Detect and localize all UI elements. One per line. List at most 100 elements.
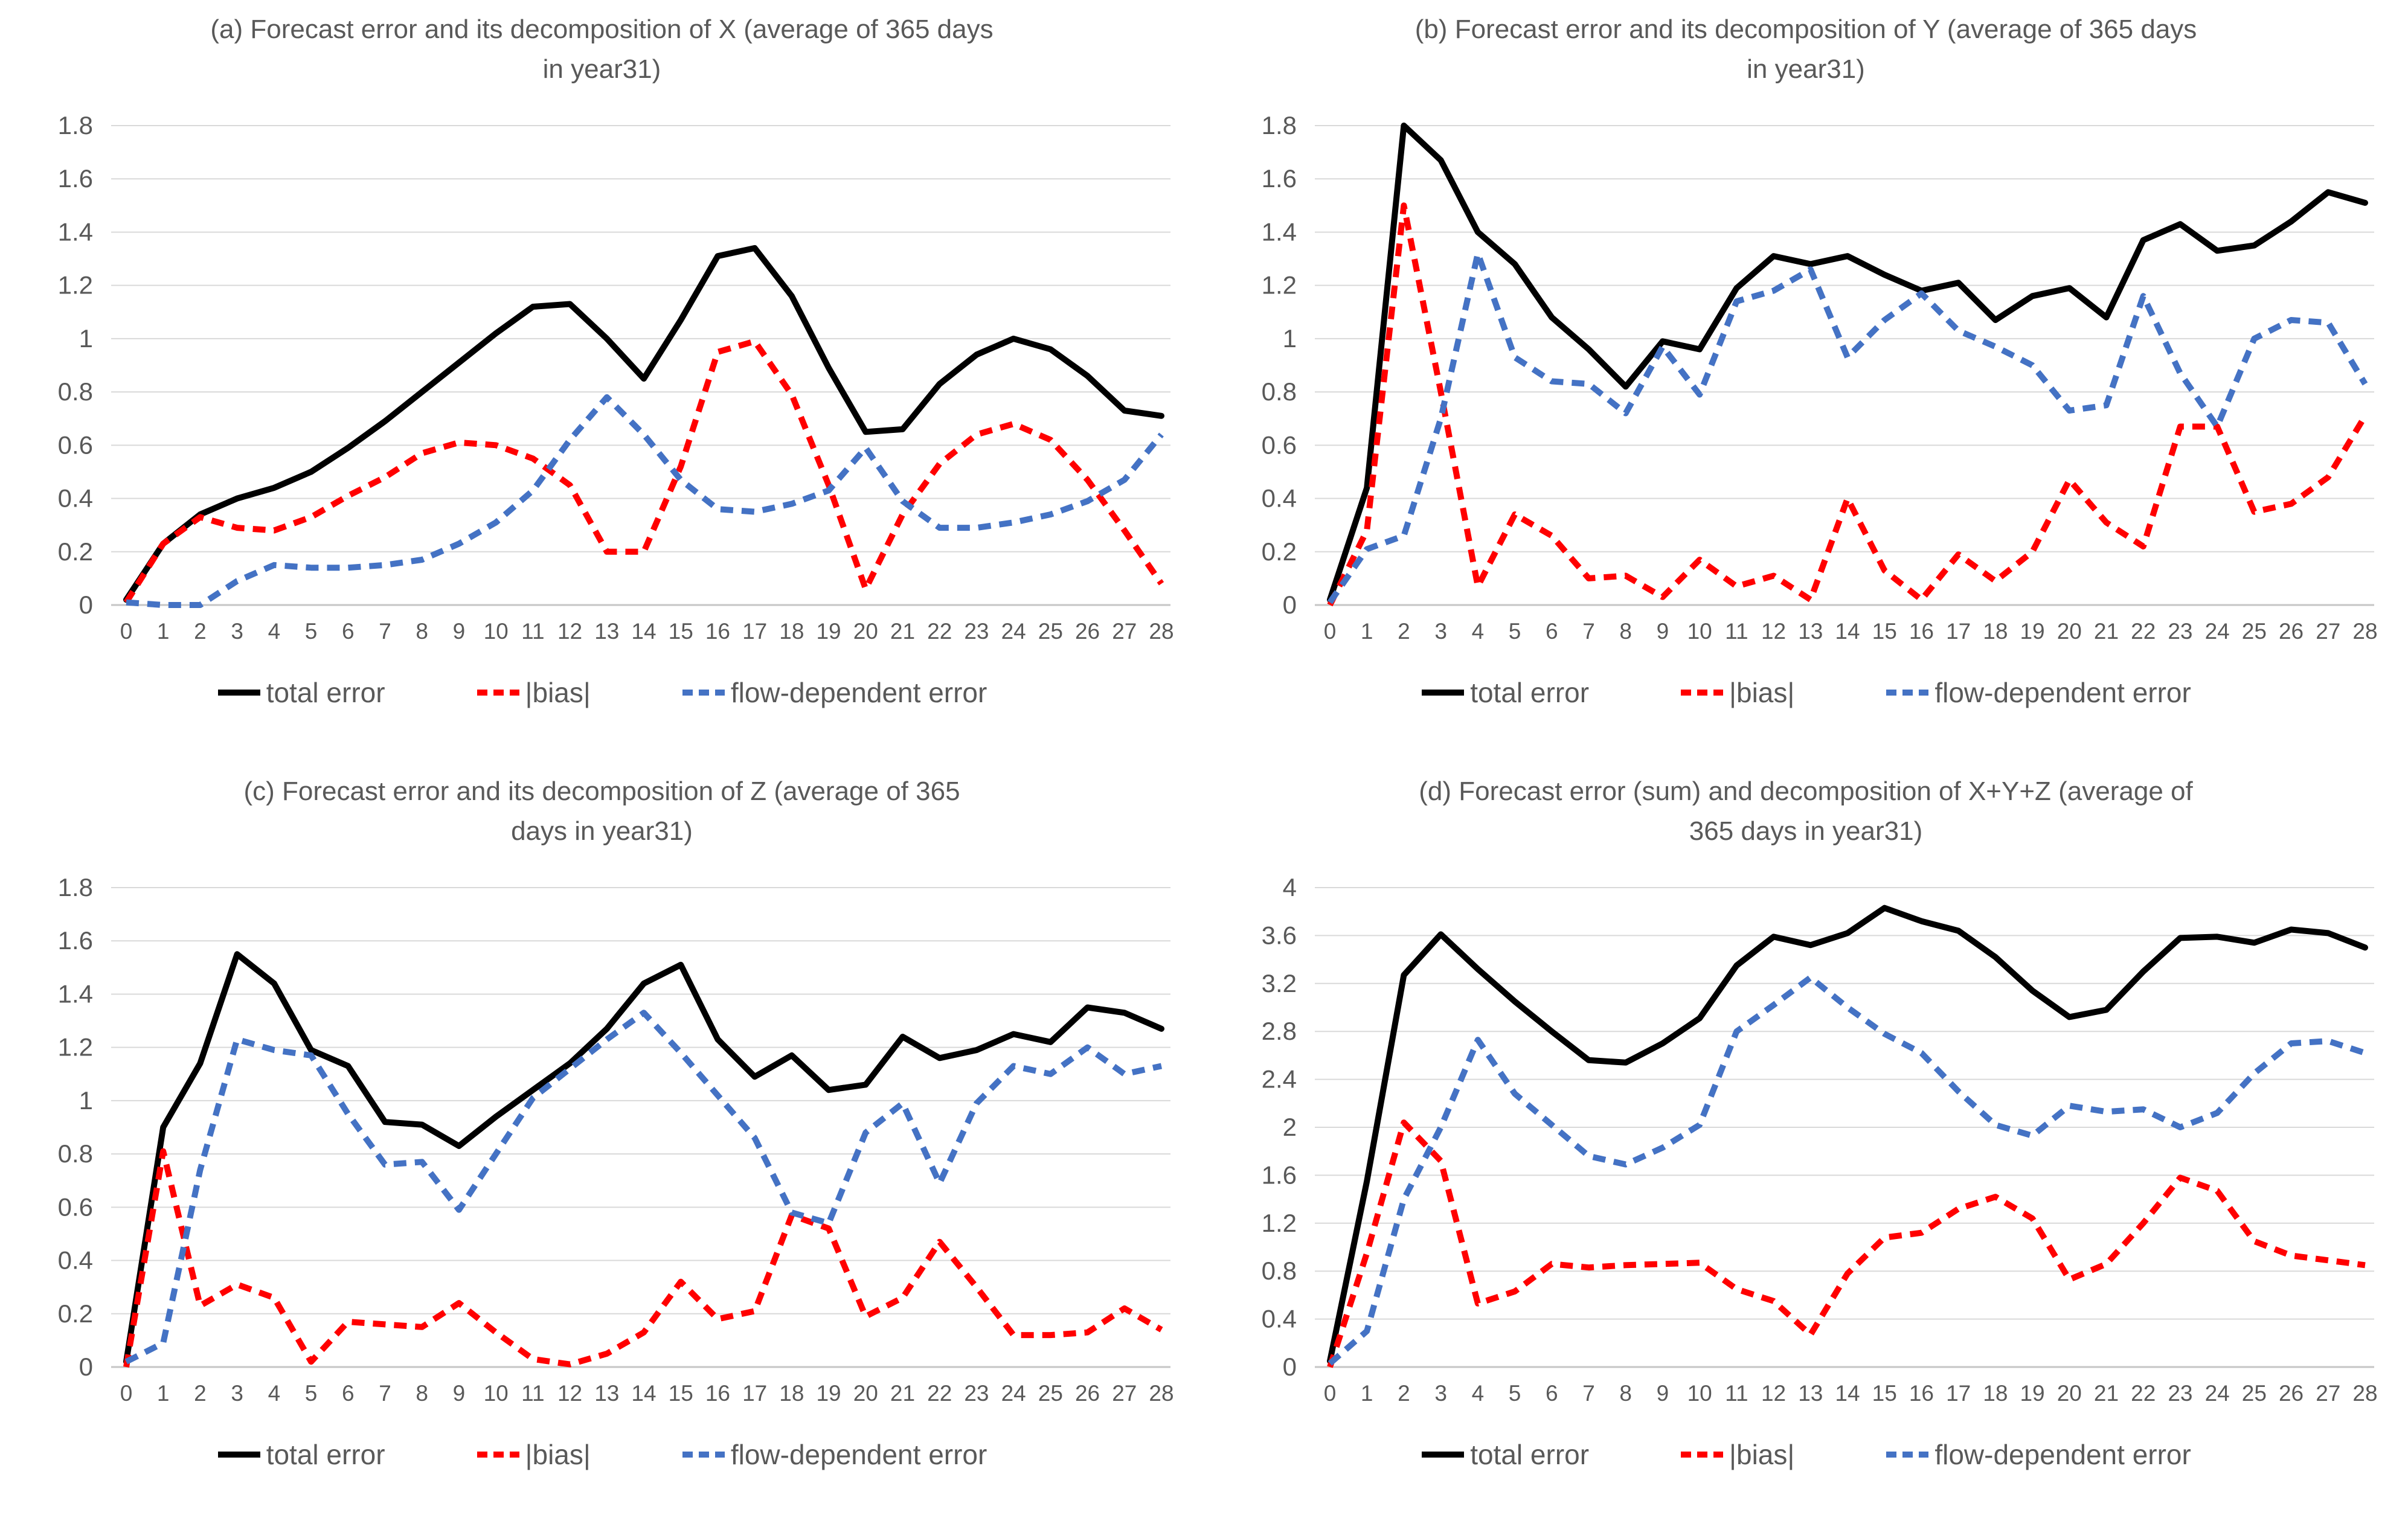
- x-tick-label: 19: [816, 619, 841, 644]
- x-tick-label: 19: [2020, 619, 2044, 644]
- x-tick-label: 23: [2168, 619, 2192, 644]
- x-tick-label: 13: [1798, 619, 1823, 644]
- x-tick-label: 16: [705, 619, 730, 644]
- x-tick-label: 22: [2131, 1381, 2156, 1406]
- y-tick-label: 0: [1283, 1353, 1297, 1381]
- x-tick-label: 27: [1112, 619, 1137, 644]
- chart-legend-d: total error |bias| flow-dependent error: [1421, 1409, 2191, 1500]
- x-tick-label: 4: [268, 619, 280, 644]
- x-tick-label: 23: [964, 1381, 989, 1406]
- chart-title-line2: days in year31): [511, 816, 693, 846]
- legend-marker-line: [1422, 1452, 1465, 1458]
- y-tick-label: 3.6: [1262, 921, 1297, 949]
- y-tick-label: 1: [1283, 324, 1297, 353]
- x-tick-label: 18: [1983, 1381, 2008, 1406]
- x-tick-label: 21: [890, 619, 914, 644]
- x-tick-label: 13: [594, 619, 619, 644]
- x-tick-label: 22: [927, 1381, 952, 1406]
- x-tick-label: 10: [483, 1381, 508, 1406]
- x-tick-label: 11: [521, 1381, 544, 1406]
- x-tick-label: 8: [416, 1381, 428, 1406]
- x-tick-label: 28: [1149, 1381, 1173, 1406]
- legend-label: flow-dependent error: [1934, 677, 2191, 708]
- y-tick-label: 0.8: [57, 1139, 92, 1168]
- line-chart-c: 00.20.40.60.811.21.41.61.80 1 2 3 4 5 6 7 8 9 10 11…: [57, 873, 1173, 1406]
- x-tick-label: 21: [2094, 1381, 2119, 1406]
- x-tick-label: 21: [890, 1381, 914, 1406]
- x-tick-label: 5: [304, 619, 317, 644]
- x-tick-label: 4: [1472, 619, 1485, 644]
- legend-label: flow-dependent error: [730, 677, 987, 708]
- y-tick-label: 0.8: [1262, 377, 1297, 406]
- x-tick-label: 12: [557, 619, 582, 644]
- y-tick-label: 2: [1283, 1113, 1297, 1141]
- legend-label: total error: [266, 677, 385, 708]
- legend-item-bias: |bias|: [1680, 676, 1794, 709]
- x-tick-label: 25: [1038, 1381, 1062, 1406]
- x-tick-label: 26: [2279, 1381, 2304, 1406]
- x-tick-label: 7: [1582, 1381, 1595, 1406]
- series-bias: [1327, 1119, 2366, 1368]
- y-tick-label: 1.2: [1262, 271, 1297, 299]
- x-tick-label: 17: [1946, 1381, 1971, 1406]
- y-tick-label: 1.4: [1262, 217, 1297, 246]
- x-tick-label: 13: [1798, 1381, 1823, 1406]
- y-tick-label: 1: [79, 1086, 92, 1115]
- x-tick-label: 14: [631, 619, 656, 644]
- legend-item-total-error: total error: [217, 676, 385, 709]
- x-tick-label: 17: [742, 1381, 767, 1406]
- chart-title-line1: (b) Forecast error and its decomposition…: [1414, 14, 2197, 44]
- legend-marker-line: [682, 1452, 725, 1458]
- x-tick-label: 20: [2057, 1381, 2082, 1406]
- x-tick-label: 0: [1324, 1381, 1337, 1406]
- x-tick-label: 1: [156, 619, 169, 644]
- x-tick-label: 11: [1725, 1381, 1748, 1406]
- x-tick-label: 15: [668, 619, 693, 644]
- x-tick-label: 1: [1361, 619, 1373, 644]
- legend-item-flow-dependent-error: flow-dependent error: [1885, 676, 2191, 709]
- y-tick-label: 1.6: [57, 164, 92, 193]
- y-tick-label: 0.2: [57, 1299, 92, 1328]
- x-tick-label: 23: [964, 619, 989, 644]
- series-bias: [123, 1148, 1163, 1368]
- x-tick-label: 9: [1657, 1381, 1669, 1406]
- series-total-error: [1327, 904, 2368, 1365]
- series-bias: [123, 338, 1164, 604]
- x-tick-label: 26: [2279, 619, 2304, 644]
- x-tick-label: 27: [1112, 1381, 1137, 1406]
- legend-label: |bias|: [1729, 677, 1795, 708]
- x-tick-label: 28: [1149, 619, 1173, 644]
- x-tick-label: 15: [1872, 1381, 1897, 1406]
- y-tick-label: 0.4: [1262, 1305, 1297, 1333]
- series-total-error: [123, 245, 1164, 603]
- x-tick-label: 24: [1001, 619, 1026, 644]
- x-tick-label: 6: [1546, 619, 1558, 644]
- x-tick-label: 20: [2057, 619, 2082, 644]
- chart-title-line2: 365 days in year31): [1689, 816, 1923, 846]
- x-tick-label: 3: [1434, 619, 1447, 644]
- x-tick-label: 17: [1946, 619, 1971, 644]
- y-tick-label: 0.2: [57, 537, 92, 566]
- chart-legend-a: total error |bias| flow-dependent error: [217, 647, 987, 738]
- x-tick-label: 27: [2316, 1381, 2340, 1406]
- chart-legend-b: total error |bias| flow-dependent error: [1421, 647, 2191, 738]
- y-tick-label: 0.4: [1262, 484, 1297, 513]
- line-chart-a: 00.20.40.60.811.21.41.61.80 1 2 3 4 5 6 7 8 9 10 11…: [57, 111, 1173, 644]
- line-chart-d: 00.40.81.21.622.42.83.23.640 1 2 3 4 5 6 7 8 9 10 1…: [1262, 873, 2378, 1406]
- x-tick-label: 0: [1324, 619, 1337, 644]
- x-tick-label: 19: [816, 1381, 841, 1406]
- series-flow-dependent-error: [124, 1010, 1162, 1365]
- x-tick-label: 4: [1472, 1381, 1485, 1406]
- x-tick-label: 28: [2352, 619, 2377, 644]
- y-tick-label: 0.6: [57, 1193, 92, 1221]
- x-tick-label: 26: [1074, 619, 1099, 644]
- x-tick-label: 17: [742, 619, 767, 644]
- x-tick-label: 22: [927, 619, 952, 644]
- x-tick-label: 16: [705, 1381, 730, 1406]
- x-tick-label: 4: [268, 1381, 280, 1406]
- series-flow-dependent-error: [1327, 250, 2368, 604]
- x-tick-label: 7: [1582, 619, 1595, 644]
- panel-d: (d) Forecast error (sum) and decompositi…: [1204, 762, 2408, 1524]
- panel-b: (b) Forecast error and its decomposition…: [1204, 0, 2408, 762]
